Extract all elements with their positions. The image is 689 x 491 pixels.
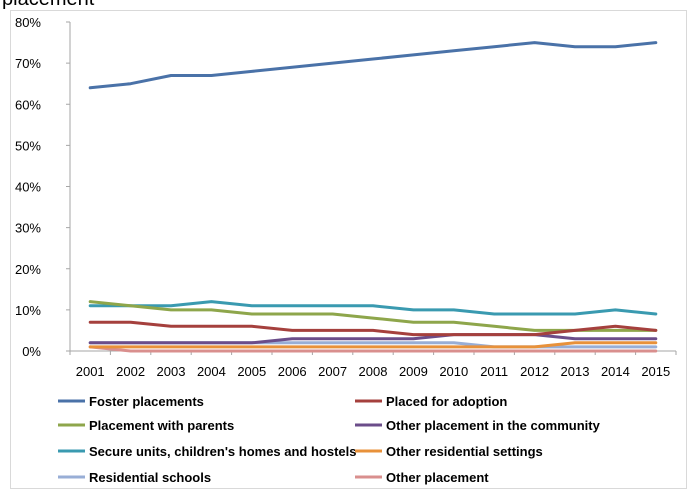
x-tick-label: 2003 [157,364,186,379]
x-tick-label: 2006 [278,364,307,379]
y-tick-label: 60% [15,97,41,112]
x-tick-label: 2001 [76,364,105,379]
x-axis: 2001 2002 2003 2004 2005 2006 2007 2008 2009 2010… [70,351,676,379]
y-tick-label: 10% [15,303,41,318]
x-tick-label: 2008 [359,364,388,379]
legend-label: Placement with parents [89,418,234,433]
series-line-secure-units-children-s-homes-and-hostels [90,302,656,314]
series-line-foster-placements [90,43,656,88]
x-tick-label: 2012 [520,364,549,379]
x-tick-label: 2010 [439,364,468,379]
series-line-placed-for-adoption [90,322,656,334]
chart-border [11,11,687,489]
x-tick-label: 2005 [237,364,266,379]
x-tick-label: 2015 [641,364,670,379]
legend-label: Other placement in the community [386,418,601,433]
x-tick-label: 2014 [601,364,630,379]
legend-label: Foster placements [89,394,204,409]
y-tick-label: 40% [15,180,41,195]
legend-label: Secure units, children's homes and hoste… [89,444,357,459]
x-tick-label: 2009 [399,364,428,379]
y-tick-label: 50% [15,138,41,153]
legend-label: Placed for adoption [386,394,507,409]
x-tick-label: 2007 [318,364,347,379]
series-lines [90,43,656,351]
y-axis: 0% 10% 20% 30% 40% 50% 60% 70% 80% [15,15,70,359]
y-tick-label: 0% [22,344,41,359]
legend-label: Residential schools [89,470,211,485]
x-tick-label: 2002 [116,364,145,379]
x-tick-label: 2013 [561,364,590,379]
legend-label: Other residential settings [386,444,543,459]
y-tick-label: 20% [15,262,41,277]
y-tick-label: 70% [15,56,41,71]
legend: Foster placements Placed for adoption Plac… [58,394,601,485]
legend-label: Other placement [386,470,489,485]
y-tick-label: 80% [15,15,41,30]
x-tick-label: 2004 [197,364,226,379]
y-tick-label: 30% [15,221,41,236]
x-tick-label: 2011 [480,364,508,379]
